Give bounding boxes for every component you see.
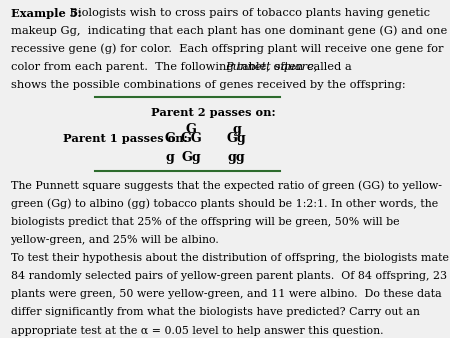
Text: recessive gene (g) for color.  Each offspring plant will receive one gene for: recessive gene (g) for color. Each offsp… bbox=[10, 44, 443, 54]
Text: appropriate test at the α = 0.05 level to help answer this question.: appropriate test at the α = 0.05 level t… bbox=[10, 325, 383, 336]
Text: gg: gg bbox=[228, 151, 245, 164]
Text: Biologists wish to cross pairs of tobacco plants having genetic: Biologists wish to cross pairs of tobacc… bbox=[66, 7, 429, 18]
Text: To test their hypothesis about the distribution of offspring, the biologists mat: To test their hypothesis about the distr… bbox=[10, 253, 449, 263]
Text: makeup Gg,  indicating that each plant has one dominant gene (G) and one: makeup Gg, indicating that each plant ha… bbox=[10, 26, 447, 36]
Text: GG: GG bbox=[180, 132, 202, 145]
Text: g: g bbox=[232, 123, 241, 136]
Text: shows the possible combinations of genes received by the offspring:: shows the possible combinations of genes… bbox=[10, 80, 405, 90]
Text: plants were green, 50 were yellow-green, and 11 were albino.  Do these data: plants were green, 50 were yellow-green,… bbox=[10, 289, 441, 299]
Text: g: g bbox=[166, 151, 174, 164]
Text: biologists predict that 25% of the offspring will be green, 50% will be: biologists predict that 25% of the offsp… bbox=[10, 217, 399, 227]
Text: Parent 1 passes on:: Parent 1 passes on: bbox=[63, 134, 188, 144]
Text: yellow-green, and 25% will be albino.: yellow-green, and 25% will be albino. bbox=[10, 235, 219, 245]
Text: Gg: Gg bbox=[181, 151, 201, 164]
Text: The Punnett square suggests that the expected ratio of green (GG) to yellow-: The Punnett square suggests that the exp… bbox=[10, 180, 441, 191]
Text: G: G bbox=[185, 123, 196, 136]
Text: differ significantly from what the biologists have predicted? Carry out an: differ significantly from what the biolo… bbox=[10, 307, 419, 317]
Text: G: G bbox=[164, 132, 176, 145]
Text: green (Gg) to albino (gg) tobacco plants should be 1:2:1. In other words, the: green (Gg) to albino (gg) tobacco plants… bbox=[10, 199, 438, 209]
Text: color from each parent.  The following table, often called a: color from each parent. The following ta… bbox=[10, 62, 355, 72]
Text: Parent 2 passes on:: Parent 2 passes on: bbox=[151, 107, 276, 119]
Text: Example 5:: Example 5: bbox=[10, 7, 81, 19]
Text: 84 randomly selected pairs of yellow-green parent plants.  Of 84 offspring, 23: 84 randomly selected pairs of yellow-gre… bbox=[10, 271, 447, 281]
Text: Gg: Gg bbox=[226, 132, 246, 145]
Text: Punnett square,: Punnett square, bbox=[225, 62, 317, 72]
